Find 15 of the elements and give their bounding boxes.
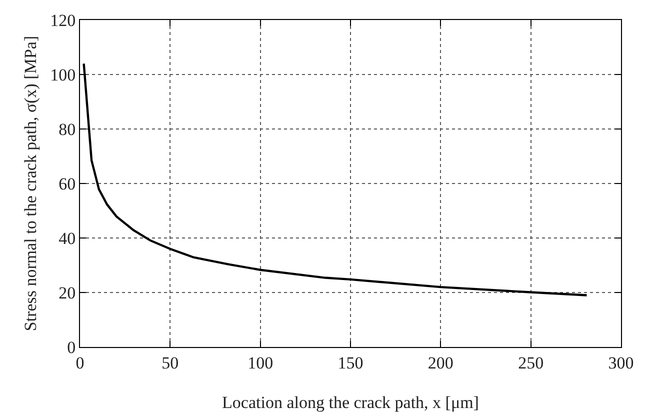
- y-tick-label: 0: [67, 338, 76, 357]
- x-tick-label: 150: [338, 353, 364, 372]
- x-axis-title: Location along the crack path, x [μm]: [222, 393, 479, 412]
- x-tick-label: 300: [608, 353, 634, 372]
- x-tick-label: 100: [248, 353, 274, 372]
- x-tick-label: 250: [518, 353, 544, 372]
- y-tick-label: 100: [50, 65, 76, 84]
- y-tick-label: 40: [58, 228, 76, 248]
- y-axis-title: Stress normal to the crack path, σ(x) [MPa]: [21, 36, 40, 332]
- y-tick-label: 60: [58, 174, 76, 194]
- x-tick-label: 50: [162, 353, 179, 372]
- y-tick-label: 20: [58, 283, 76, 302]
- x-tick-label: 200: [428, 353, 454, 372]
- y-tick-label: 80: [58, 120, 76, 139]
- y-tick-label: 120: [50, 10, 76, 30]
